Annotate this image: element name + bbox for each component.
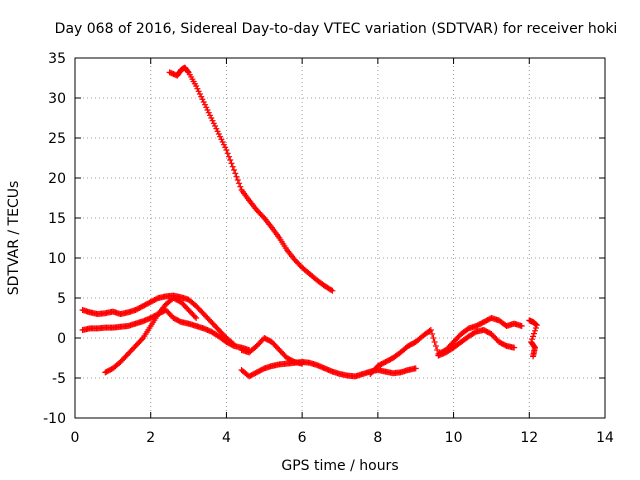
data-point — [199, 96, 206, 103]
data-point — [218, 136, 225, 143]
y-tick-label: 5 — [57, 291, 66, 307]
x-tick-label: 2 — [146, 430, 155, 446]
data-point — [237, 183, 244, 190]
data-point — [236, 180, 243, 187]
data-point — [532, 325, 539, 331]
y-tick-label: 25 — [48, 131, 66, 147]
data-point — [208, 115, 215, 121]
data-point — [203, 104, 210, 111]
data-point — [232, 170, 239, 177]
y-tick-label: 35 — [48, 51, 66, 67]
data-point — [219, 139, 226, 145]
data-point — [212, 123, 219, 129]
data-point — [530, 353, 537, 360]
data-point — [511, 344, 518, 351]
series-arc-mid-left — [79, 307, 253, 353]
data-point — [223, 147, 230, 153]
data-point — [426, 327, 433, 334]
data-point — [196, 91, 203, 97]
data-point — [427, 327, 434, 333]
data-point — [225, 153, 232, 160]
data-point — [220, 141, 227, 148]
data-point — [430, 335, 437, 341]
data-point — [328, 287, 335, 293]
series-arc-rise — [102, 295, 200, 376]
x-tick-label: 8 — [373, 430, 382, 446]
data-point — [228, 160, 235, 167]
data-point — [195, 88, 202, 95]
plot-frame — [74, 57, 606, 419]
data-point — [138, 336, 145, 343]
data-point — [205, 109, 212, 116]
data-point — [329, 287, 336, 294]
data-point — [207, 112, 214, 119]
data-point — [204, 107, 211, 113]
data-point — [198, 93, 205, 100]
series-arc-low — [238, 359, 419, 380]
x-axis-label: GPS time / hours — [281, 458, 398, 474]
x-tick-label: 14 — [596, 430, 614, 446]
x-tick-label: 0 — [71, 430, 80, 446]
data-point — [412, 365, 419, 372]
data-point — [215, 131, 222, 137]
series-arc-tail — [435, 327, 518, 359]
y-tick-label: 15 — [48, 211, 66, 227]
y-axis-label: SDTVAR / TECUs — [6, 181, 22, 296]
x-tick-label: 6 — [298, 430, 307, 446]
data-point — [229, 163, 236, 170]
y-tick-label: 20 — [48, 171, 66, 187]
data-point — [531, 330, 538, 337]
grid-lines — [75, 58, 605, 418]
data-point — [431, 339, 438, 345]
data-point — [531, 327, 538, 334]
data-point — [224, 150, 231, 157]
data-points — [79, 64, 540, 380]
y-tick-label: -5 — [52, 371, 66, 387]
data-point — [209, 117, 216, 124]
data-point — [194, 85, 201, 92]
y-tick-label: 10 — [48, 251, 66, 267]
data-point — [200, 99, 207, 105]
y-tick-label: -10 — [43, 411, 66, 427]
data-point — [217, 133, 224, 140]
x-tick-label: 4 — [222, 430, 231, 446]
data-point — [533, 322, 540, 329]
data-point — [231, 167, 237, 173]
data-point — [518, 323, 525, 329]
series-arc-end — [526, 317, 540, 360]
data-point — [191, 313, 198, 320]
data-point — [434, 347, 441, 353]
data-point — [429, 331, 436, 337]
data-point — [234, 177, 241, 183]
y-tick-label: 30 — [48, 91, 66, 107]
data-point — [233, 173, 240, 180]
series-arc-top-left — [79, 292, 237, 348]
y-tick-label: 0 — [57, 331, 66, 347]
axis-ticks — [74, 57, 606, 419]
data-point — [213, 125, 220, 132]
x-tick-labels: 0 2 4 6 8 10 12 14 — [71, 430, 614, 446]
x-tick-label: 12 — [520, 430, 538, 446]
data-point — [201, 101, 208, 108]
y-tick-labels: -10 -5 0 5 10 15 20 25 30 35 — [43, 51, 66, 427]
data-point — [214, 128, 221, 135]
data-point — [530, 333, 537, 340]
data-point — [193, 315, 200, 321]
chart-title: Day 068 of 2016, Sidereal Day-to-day VTE… — [55, 21, 618, 37]
x-tick-label: 10 — [445, 430, 463, 446]
data-point — [210, 120, 217, 127]
data-point — [432, 343, 439, 349]
data-point — [193, 83, 200, 89]
data-point — [227, 157, 234, 163]
data-point — [222, 144, 229, 151]
series-arc-high — [166, 64, 336, 294]
data-point — [184, 68, 191, 75]
